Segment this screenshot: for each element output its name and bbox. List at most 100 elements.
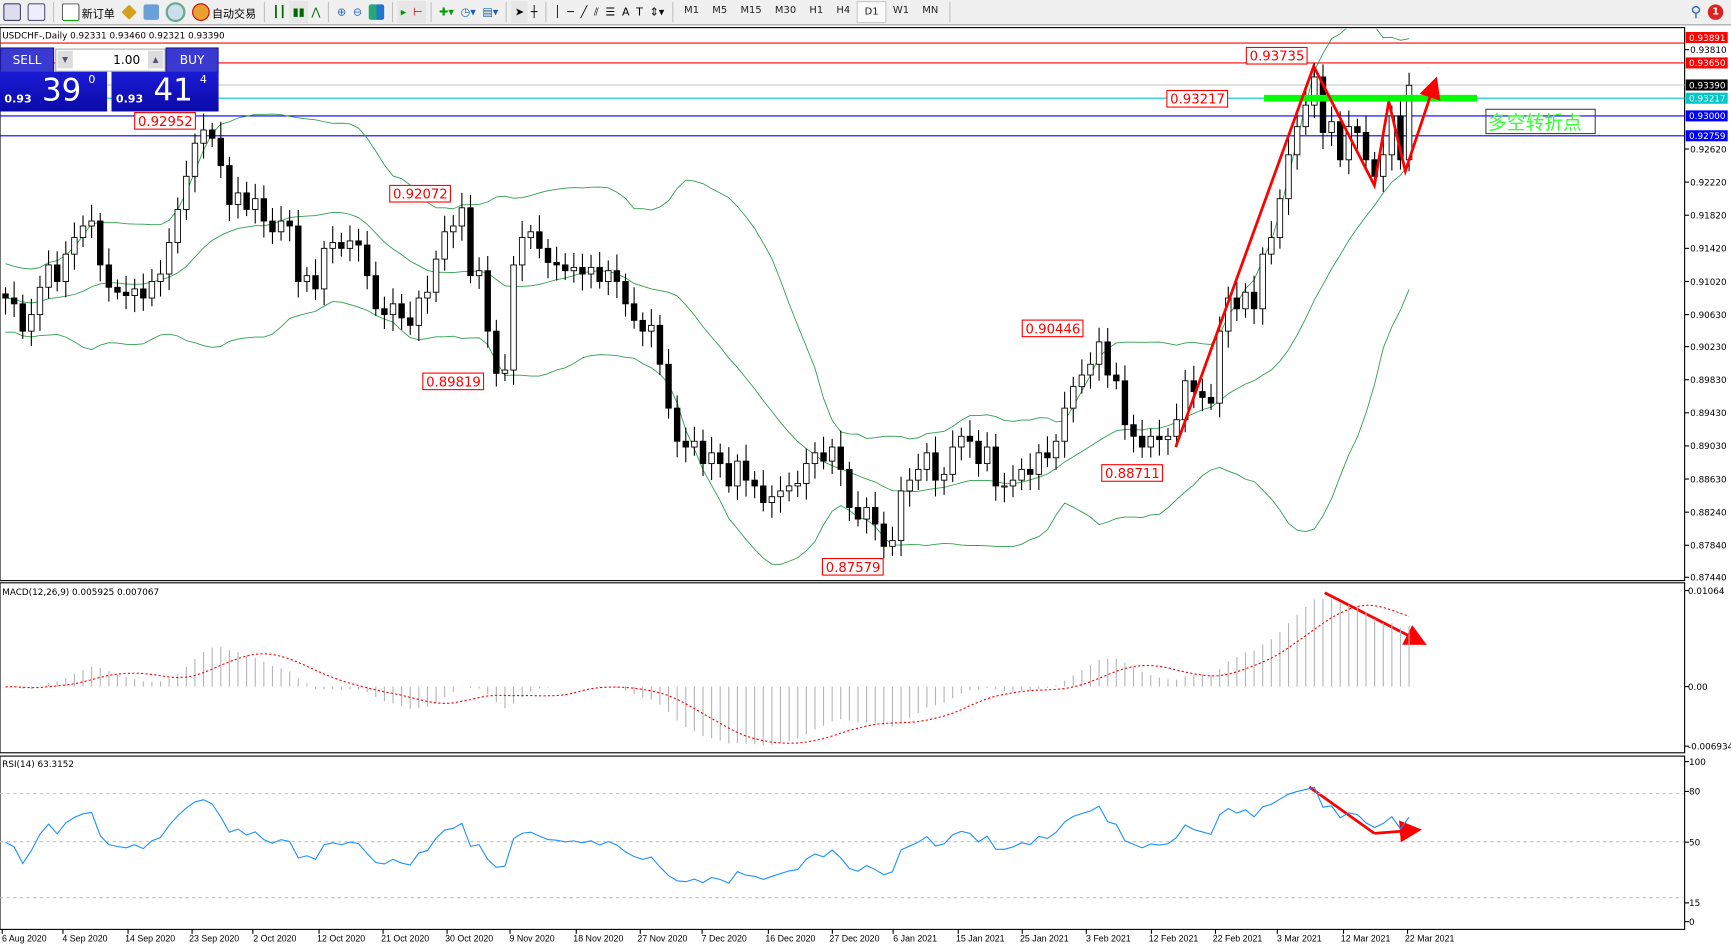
lot-increase-icon[interactable]: ▲ <box>147 50 164 69</box>
candle-body <box>562 264 569 272</box>
timeframe-mn[interactable]: MN <box>922 5 939 17</box>
indicators-button[interactable]: ✚▾ <box>436 1 457 23</box>
candle-body <box>1362 132 1370 161</box>
notifications-button[interactable]: 1 <box>1704 1 1726 23</box>
candle-body <box>1285 154 1292 200</box>
candle-body <box>1216 330 1223 404</box>
periods-button[interactable]: ◷▾ <box>457 1 479 23</box>
arrows-button[interactable]: ⇕▾ <box>646 1 667 23</box>
bollinger-upper <box>5 28 1410 440</box>
price-annotation-box <box>1021 319 1084 338</box>
bar-chart-button[interactable]: ┃┃ <box>269 1 289 23</box>
candle-body <box>1328 121 1335 133</box>
rsi-divergence-arrow <box>1374 820 1422 843</box>
price-annotation-box <box>821 557 884 576</box>
rsi-label: RSI(14) 63.3152 <box>2 760 74 770</box>
candle-body <box>846 468 853 508</box>
timeframe-w1[interactable]: W1 <box>892 5 910 17</box>
line-chart-button[interactable]: ⋀ <box>308 1 324 23</box>
signals-button[interactable] <box>162 1 188 23</box>
market-watch-button[interactable] <box>118 1 140 23</box>
zoom-out-button[interactable]: ⊖ <box>350 1 366 23</box>
candle-body <box>312 275 319 290</box>
timeframe-m30[interactable]: M30 <box>774 5 797 17</box>
timeframe-h4[interactable]: H4 <box>836 5 851 17</box>
tile-windows-button[interactable] <box>365 1 387 23</box>
zoom-chart-button[interactable] <box>24 1 48 23</box>
bar-chart-icon: ┃┃ <box>272 6 286 19</box>
candle-body <box>518 237 526 266</box>
candle-body <box>648 324 655 332</box>
timeframe-m15[interactable]: M15 <box>740 5 762 17</box>
candle-body <box>79 225 87 239</box>
horizontal-line-button[interactable]: ─ <box>564 1 577 23</box>
candle-body <box>1276 198 1284 239</box>
autoscroll-button[interactable]: ▸ <box>397 1 410 24</box>
candle-body <box>338 242 345 249</box>
candle-body <box>605 270 612 282</box>
date-tick-label: 3 Mar 2021 <box>1277 934 1322 944</box>
chart-shift-button[interactable]: ⊢ <box>409 1 426 24</box>
separator <box>545 2 547 23</box>
candle-body <box>62 253 69 282</box>
candle-body <box>36 286 44 316</box>
candle-body <box>1311 76 1318 106</box>
timeframe-m5[interactable]: M5 <box>712 5 728 17</box>
fibonacci-button[interactable]: ☰ <box>602 1 619 23</box>
candle-body <box>1319 76 1327 133</box>
candle-body <box>1044 452 1051 459</box>
vertical-line-button[interactable]: │ <box>551 1 564 23</box>
candle-body <box>191 142 199 177</box>
candle-body <box>1027 468 1034 475</box>
timeframe-d1[interactable]: D1 <box>856 1 887 24</box>
candle-body <box>596 266 603 282</box>
templates-button[interactable]: ▤▾ <box>479 1 502 23</box>
toolbar: 新订单 自动交易 ┃┃ ▮▮ ⋀ ⊕ ⊖ ▸ ⊢ ✚▾ ◷▾ ▤▾ ➤ ┼ │ … <box>0 0 1731 26</box>
date-tick-label: 27 Nov 2020 <box>637 934 687 944</box>
zoom-in-button[interactable]: ⊕ <box>334 1 350 23</box>
navigator-button[interactable] <box>140 1 162 23</box>
chart-area[interactable]: 0.93810 0.92620 0.92220 0.91820 0.91420 0.910… <box>0 26 1731 945</box>
lot-size-input[interactable]: ▼ 1.00 ▲ <box>55 48 166 72</box>
candle-body <box>1293 126 1301 156</box>
candle-body <box>915 468 922 481</box>
price-annotation: 0.87579 <box>826 561 881 576</box>
search-button[interactable]: ⚲ <box>1687 1 1704 23</box>
auto-trading-button[interactable]: 自动交易 <box>189 1 260 23</box>
candle-body <box>114 286 121 293</box>
sell-price-button[interactable]: 0.93 39 0 <box>0 71 108 112</box>
candle-body <box>407 317 414 326</box>
candlestick-button[interactable]: ▮▮ <box>289 1 309 24</box>
date-tick-label: 4 Sep 2020 <box>62 934 107 944</box>
price-annotation: 0.88711 <box>1105 467 1160 482</box>
candle-body <box>785 485 793 492</box>
candle-body <box>1035 452 1043 475</box>
buy-button[interactable]: BUY <box>165 47 219 73</box>
new-order-button[interactable]: 新订单 <box>59 1 119 23</box>
candle-body <box>725 463 733 487</box>
candle-body <box>527 231 534 239</box>
trendline-button[interactable]: ╱ <box>577 1 590 23</box>
price-level-badge <box>1685 32 1728 44</box>
sell-button[interactable]: SELL <box>0 47 55 73</box>
timeframe-m1[interactable]: M1 <box>684 5 700 17</box>
timeframe-h1[interactable]: H1 <box>809 5 824 17</box>
clock-icon: ◷▾ <box>460 6 476 19</box>
equidistant-channel-button[interactable]: ⫽ <box>591 1 603 23</box>
buy-price-button[interactable]: 0.93 41 4 <box>111 71 219 112</box>
candle-body <box>441 231 448 260</box>
lot-decrease-icon[interactable]: ▼ <box>57 50 73 69</box>
candle-body <box>992 446 999 487</box>
candle-body <box>1242 291 1249 310</box>
text-button[interactable]: A <box>619 1 633 23</box>
text-label-button[interactable]: T <box>633 1 646 23</box>
candle-body <box>450 225 457 233</box>
date-tick-label: 14 Sep 2020 <box>125 934 175 944</box>
candle-body <box>587 266 595 275</box>
candle-body <box>889 540 896 547</box>
price-level-label: 0.92759 <box>1689 132 1726 142</box>
candle-body <box>372 275 379 310</box>
cursor-button[interactable]: ➤ <box>511 1 528 24</box>
crosshair-button[interactable]: ┼ <box>527 1 540 23</box>
profiles-button[interactable] <box>0 1 24 23</box>
